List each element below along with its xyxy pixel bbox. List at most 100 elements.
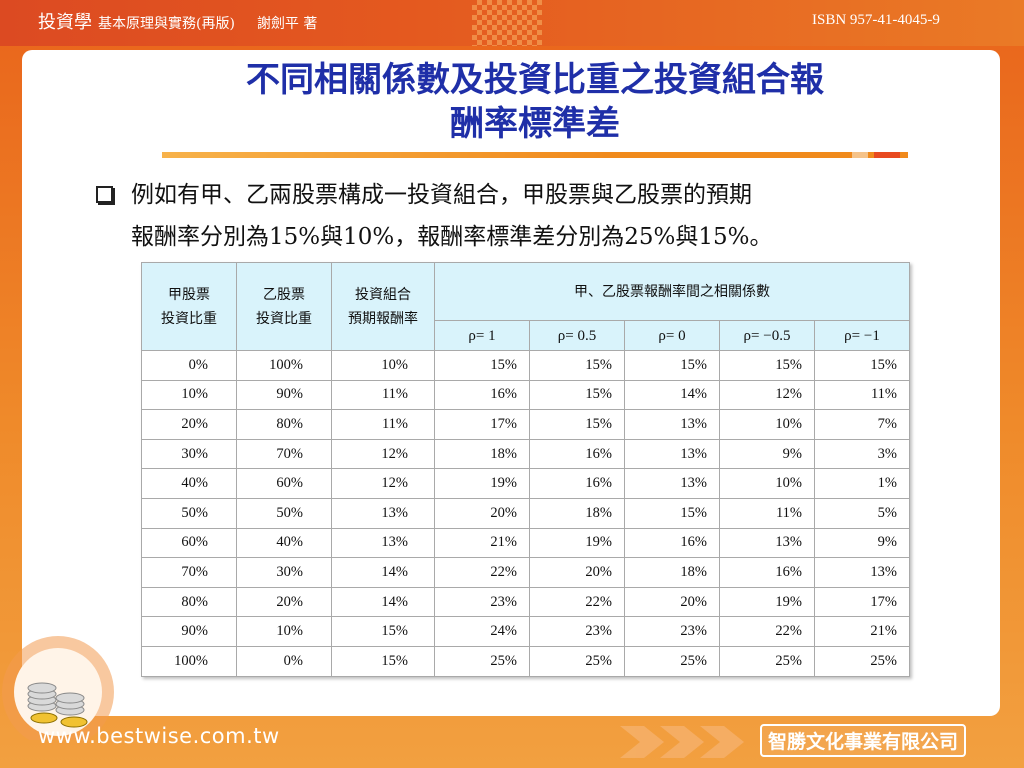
header-rho-0.5: ρ= 0.5: [529, 320, 625, 351]
table-cell: 19%: [719, 586, 815, 618]
title-underline: [162, 152, 908, 158]
table-cell: 30%: [236, 557, 332, 588]
table-cell: 25%: [814, 645, 910, 677]
table-row: 40% 60% 12% 19% 16% 13% 10% 1%: [141, 468, 910, 499]
table-row: 30% 70% 12% 18% 16% 13% 9% 3%: [141, 438, 910, 470]
table-cell: 40%: [141, 468, 237, 499]
header-rho-1: ρ= 1: [434, 320, 530, 351]
table-cell: 13%: [624, 468, 720, 499]
table-row: 70% 30% 14% 22% 20% 18% 16% 13%: [141, 557, 910, 588]
table-cell: 18%: [434, 438, 530, 470]
table-cell: 16%: [529, 468, 625, 499]
table-cell: 23%: [529, 616, 625, 647]
underline-accent-light: [852, 152, 868, 158]
table-cell: 25%: [624, 645, 720, 677]
table-cell: 14%: [331, 586, 435, 618]
table-cell: 10%: [719, 468, 815, 499]
table-cell: 10%: [331, 350, 435, 381]
bullet-paragraph: 例如有甲、乙兩股票構成一投資組合，甲股票與乙股票的預期 報酬率分別為15%與10…: [131, 174, 991, 258]
table-header-row-2: ρ= 1 ρ= 0.5 ρ= 0 ρ= −0.5 ρ= −1: [142, 320, 910, 351]
table-cell: 15%: [814, 350, 910, 381]
table-cell: 1%: [814, 468, 910, 499]
table-cell: 9%: [719, 438, 815, 470]
table-cell: 22%: [434, 557, 530, 588]
table-cell: 70%: [236, 438, 332, 470]
table-cell: 22%: [529, 586, 625, 618]
bullet-line-2: 報酬率分別為15%與10%，報酬率標準差分別為25%與15%。: [131, 224, 773, 250]
table-row: 80% 20% 14% 23% 22% 20% 19% 17%: [141, 586, 910, 618]
table-row: 50% 50% 13% 20% 18% 15% 11% 5%: [141, 497, 910, 529]
header-rho-0: ρ= 0: [624, 320, 720, 351]
table-cell: 15%: [331, 645, 435, 677]
header-rho-neg-1: ρ= −1: [814, 320, 910, 351]
book-subtitle: 基本原理與實務(再版): [98, 16, 235, 32]
header-correlation-group: 甲、乙股票報酬率間之相關係數: [434, 262, 910, 321]
table-cell: 100%: [141, 645, 237, 677]
table-cell: 16%: [434, 379, 530, 411]
table-cell: 24%: [434, 616, 530, 647]
publisher-name: 智勝文化事業有限公司: [760, 724, 967, 757]
footer-url[interactable]: www.bestwise.com.tw: [38, 724, 280, 748]
table-cell: 21%: [434, 527, 530, 559]
table-cell: 50%: [141, 497, 237, 529]
arrow-chevrons-icon: [620, 726, 744, 758]
table-cell: 12%: [331, 468, 435, 499]
table-cell: 21%: [814, 616, 910, 647]
table-cell: 10%: [141, 379, 237, 411]
portfolio-std-table: 甲股票 投資比重 乙股票 投資比重 投資組合 預期報酬率 甲、乙股票報酬率間之相關係數…: [141, 262, 910, 677]
header-rho-neg-0.5: ρ= −0.5: [719, 320, 815, 351]
table-cell: 0%: [141, 350, 237, 381]
table-cell: 15%: [529, 379, 625, 411]
table-cell: 16%: [624, 527, 720, 559]
table-cell: 20%: [624, 586, 720, 618]
table-cell: 80%: [236, 409, 332, 440]
table-row: 100% 0% 15% 25% 25% 25% 25% 25%: [141, 645, 910, 677]
title-line-1: 不同相關係數及投資比重之投資組合報: [246, 60, 824, 100]
table-cell: 10%: [719, 409, 815, 440]
table-cell: 17%: [434, 409, 530, 440]
table-cell: 18%: [529, 497, 625, 529]
table-cell: 18%: [624, 557, 720, 588]
checkbox-bullet-icon: [96, 186, 113, 203]
table-cell: 80%: [141, 586, 237, 618]
table-cell: 5%: [814, 497, 910, 529]
table-cell: 13%: [624, 438, 720, 470]
table-cell: 25%: [434, 645, 530, 677]
table-cell: 11%: [331, 409, 435, 440]
table-cell: 90%: [141, 616, 237, 647]
table-cell: 60%: [236, 468, 332, 499]
table-header-row-1: 甲股票 投資比重 乙股票 投資比重 投資組合 預期報酬率 甲、乙股票報酬率間之相關係數: [141, 262, 910, 351]
table-cell: 13%: [624, 409, 720, 440]
table-cell: 16%: [719, 557, 815, 588]
table-cell: 15%: [529, 350, 625, 381]
table-cell: 19%: [529, 527, 625, 559]
table-cell: 23%: [434, 586, 530, 618]
table-row: 60% 40% 13% 21% 19% 16% 13% 9%: [141, 527, 910, 559]
book-logo-text: 投資學: [38, 12, 92, 33]
table-cell: 0%: [236, 645, 332, 677]
table-cell: 20%: [236, 586, 332, 618]
table-cell: 12%: [331, 438, 435, 470]
book-info: 投資學 基本原理與實務(再版) 謝劍平 著: [38, 8, 317, 34]
table-cell: 60%: [141, 527, 237, 559]
table-cell: 40%: [236, 527, 332, 559]
table-cell: 15%: [434, 350, 530, 381]
isbn-label: ISBN 957-41-4045-9: [812, 12, 940, 28]
table-row: 0% 100% 10% 15% 15% 15% 15% 15%: [141, 350, 910, 381]
table-cell: 14%: [331, 557, 435, 588]
checker-pattern-decoration: [472, 0, 542, 46]
header-bar: [0, 0, 1024, 46]
table-row: 10% 90% 11% 16% 15% 14% 12% 11%: [141, 379, 910, 411]
table-cell: 23%: [624, 616, 720, 647]
table-cell: 11%: [719, 497, 815, 529]
slide-title: 不同相關係數及投資比重之投資組合報 酬率標準差: [100, 58, 970, 146]
table-cell: 14%: [624, 379, 720, 411]
table-cell: 13%: [814, 557, 910, 588]
table-cell: 22%: [719, 616, 815, 647]
table-cell: 7%: [814, 409, 910, 440]
table-cell: 15%: [719, 350, 815, 381]
table-cell: 25%: [719, 645, 815, 677]
table-cell: 20%: [141, 409, 237, 440]
table-body: 0% 100% 10% 15% 15% 15% 15% 15% 10% 90% 11% 16% 15% 1…: [141, 350, 910, 677]
table-cell: 20%: [529, 557, 625, 588]
